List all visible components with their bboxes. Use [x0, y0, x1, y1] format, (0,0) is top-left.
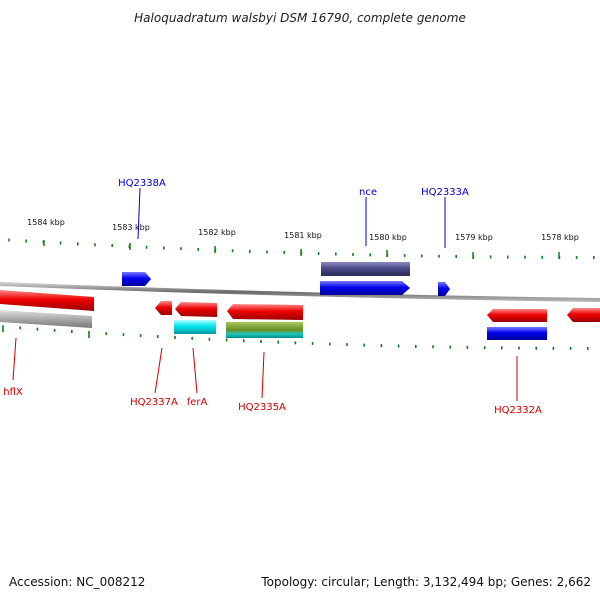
- leader-line: [12, 337, 17, 381]
- gene-fera[interactable]: [175, 302, 217, 317]
- gene-nce-upper[interactable]: [321, 262, 410, 276]
- upper-leaders: [137, 187, 446, 248]
- gene-label: HQ2333A: [421, 187, 469, 198]
- leader-line: [137, 187, 141, 240]
- ruler-major-ticks: [43, 240, 560, 259]
- gene-hq2332a-partner[interactable]: [487, 327, 547, 340]
- kbp-label: 1583 kbp: [112, 223, 150, 232]
- gene-label: HQ2338A: [118, 178, 166, 189]
- gene-label: ferA: [187, 397, 208, 408]
- gene-label: nce: [359, 187, 377, 198]
- lower-gene-labels: hflX HQ2337A ferA HQ2335A HQ2332A: [3, 387, 542, 416]
- kbp-label: 1584 kbp: [27, 218, 65, 227]
- topology-text: Topology: circular; Length: 3,132,494 bp…: [260, 575, 591, 589]
- leader-line: [154, 347, 163, 394]
- upper-gene-labels: HQ2338A nce HQ2333A: [118, 178, 469, 198]
- lower-ruler: [2, 325, 589, 350]
- gene-hq2335a-partner[interactable]: [226, 322, 303, 338]
- gene-label: hflX: [3, 387, 23, 398]
- gene-label: HQ2332A: [494, 405, 542, 416]
- gene-hq2337a[interactable]: [155, 301, 172, 315]
- gene-nce[interactable]: [320, 281, 410, 295]
- gene-edge[interactable]: [567, 308, 600, 322]
- leader-line: [261, 351, 265, 399]
- kbp-label: 1580 kbp: [369, 233, 407, 242]
- genes-forward: [122, 262, 450, 296]
- gene-hq2335a[interactable]: [227, 304, 303, 320]
- genes-reverse: [0, 290, 600, 340]
- genome-backbone: [0, 282, 600, 302]
- gene-hflx[interactable]: [0, 290, 94, 311]
- kbp-label: 1582 kbp: [198, 228, 236, 237]
- kbp-label: 1578 kbp: [541, 233, 579, 242]
- gene-hq2338a[interactable]: [122, 272, 151, 286]
- gene-hq2333a[interactable]: [438, 282, 450, 296]
- leader-line: [192, 347, 198, 394]
- kbp-label: 1579 kbp: [455, 233, 493, 242]
- ruler-labels: 1584 kbp 1583 kbp 1582 kbp 1581 kbp 1580…: [27, 218, 579, 242]
- gene-label: HQ2337A: [130, 397, 178, 408]
- gene-fera-partner[interactable]: [174, 320, 216, 334]
- gene-hq2332a[interactable]: [487, 309, 547, 322]
- genome-title: Haloquadratum walsbyi DSM 16790, complet…: [134, 11, 466, 25]
- kbp-label: 1581 kbp: [284, 231, 322, 240]
- lower-leaders: [12, 337, 518, 401]
- gene-hflx-partner[interactable]: [0, 310, 92, 328]
- accession-text: Accession: NC_008212: [9, 575, 145, 589]
- gene-label: HQ2335A: [238, 402, 286, 413]
